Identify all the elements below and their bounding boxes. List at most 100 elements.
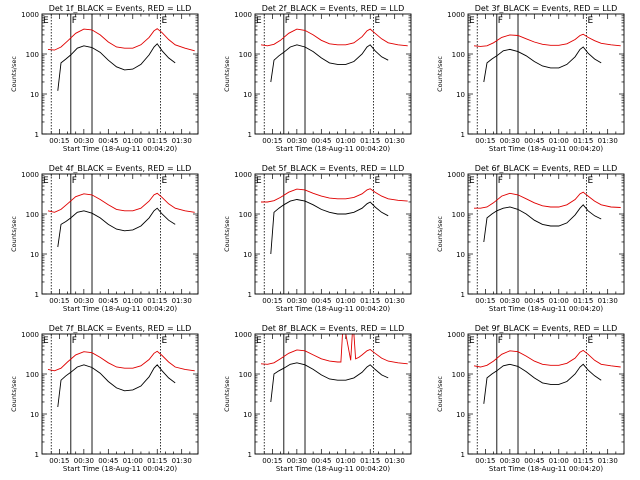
x-tick-label: 00:15 [262, 457, 282, 465]
x-tick-label: 00:45 [98, 457, 118, 465]
x-tick-label: 01:15 [147, 457, 167, 465]
panel-5: Det 5f_BLACK = Events, RED = LLD 1 10 100 10… [223, 164, 412, 313]
x-axis-label: Start Time (18-Aug-11 00:04:20) [276, 145, 390, 153]
y-tick-label: 1 [35, 451, 39, 459]
x-tick-label: 00:30 [74, 137, 94, 145]
y-tick-label: 1 [248, 291, 252, 299]
panel-title: Det 5f_BLACK = Events, RED = LLD [262, 164, 405, 173]
panel-title: Det 1f_BLACK = Events, RED = LLD [49, 4, 192, 13]
series-events [57, 364, 176, 408]
x-tick-label: 00:30 [287, 457, 307, 465]
x-axis-label: Start Time (18-Aug-11 00:04:20) [63, 145, 177, 153]
y-tick-label: 1 [461, 131, 465, 139]
y-tick-label: 1 [35, 131, 39, 139]
marker-label-e: E [256, 176, 262, 186]
panel-7: Det 7f_BLACK = Events, RED = LLD 1 10 100 10… [10, 324, 199, 473]
series-events [483, 46, 602, 83]
series-events [270, 362, 389, 403]
y-axis-label: Counts/sec [10, 56, 18, 92]
y-tick-label: 1 [248, 451, 252, 459]
series-lld [473, 349, 621, 368]
panel-title: Det 2f_BLACK = Events, RED = LLD [262, 4, 405, 13]
x-tick-label: 00:45 [524, 457, 544, 465]
series-lld [261, 188, 408, 203]
x-tick-label: 01:30 [172, 297, 192, 305]
marker-label-e: E [43, 336, 49, 346]
x-tick-label: 01:15 [573, 137, 593, 145]
marker-label-e: E [43, 176, 49, 186]
marker-label-e: E [469, 176, 475, 186]
y-tick-label: 100 [26, 211, 39, 219]
series-lld [474, 191, 621, 209]
x-tick-label: 01:00 [336, 457, 356, 465]
x-tick-label: 01:15 [147, 297, 167, 305]
x-tick-label: 01:15 [360, 297, 380, 305]
panel-title: Det 4f_BLACK = Events, RED = LLD [49, 164, 192, 173]
y-tick-label: 1000 [21, 171, 39, 179]
y-tick-label: 1000 [234, 331, 252, 339]
x-tick-label: 00:30 [287, 137, 307, 145]
y-tick-label: 10 [456, 411, 465, 419]
y-tick-label: 10 [456, 91, 465, 99]
y-tick-label: 100 [239, 371, 252, 379]
y-tick-label: 100 [452, 211, 465, 219]
series-lld [47, 28, 195, 52]
y-axis-label: Counts/sec [10, 216, 18, 252]
panel-title: Det 8f_BLACK = Events, RED = LLD [262, 324, 405, 333]
y-tick-label: 1000 [447, 331, 465, 339]
y-tick-label: 1000 [234, 11, 252, 19]
x-axis-label: Start Time (18-Aug-11 00:04:20) [489, 145, 603, 153]
plot-frame [254, 173, 412, 295]
x-tick-label: 01:30 [385, 457, 405, 465]
x-tick-label: 00:45 [524, 297, 544, 305]
x-tick-label: 00:30 [500, 137, 520, 145]
y-tick-label: 100 [26, 371, 39, 379]
marker-label-e: E [587, 176, 593, 186]
x-axis-label: Start Time (18-Aug-11 00:04:20) [489, 305, 603, 313]
y-tick-label: 1 [248, 131, 252, 139]
marker-label-f: F [72, 16, 77, 26]
y-tick-label: 1 [461, 451, 465, 459]
panel-3: Det 3f_BLACK = Events, RED = LLD 1 10 100 10… [436, 4, 625, 153]
y-tick-label: 10 [243, 91, 252, 99]
x-axis-label: Start Time (18-Aug-11 00:04:20) [276, 305, 390, 313]
plot-frame [467, 173, 625, 295]
x-tick-label: 01:00 [549, 297, 569, 305]
marker-label-f: F [285, 336, 290, 346]
y-tick-label: 10 [243, 251, 252, 259]
x-tick-label: 00:45 [311, 457, 331, 465]
y-tick-label: 10 [456, 251, 465, 259]
y-tick-label: 10 [30, 411, 39, 419]
panel-title: Det 7f_BLACK = Events, RED = LLD [49, 324, 192, 333]
x-axis-label: Start Time (18-Aug-11 00:04:20) [276, 465, 390, 473]
series-lld [260, 334, 408, 365]
panel-8: Det 8f_BLACK = Events, RED = LLD 1 10 100 10… [223, 324, 412, 473]
marker-label-e: E [256, 16, 262, 26]
plot-frame [254, 13, 412, 135]
plot-frame [41, 333, 199, 455]
marker-label-f: F [498, 176, 503, 186]
panel-4: Det 4f_BLACK = Events, RED = LLD 1 10 100 10… [10, 164, 199, 313]
x-tick-label: 01:00 [123, 137, 143, 145]
y-tick-label: 100 [452, 371, 465, 379]
marker-label-e: E [374, 16, 380, 26]
marker-label-e: E [161, 16, 167, 26]
x-tick-label: 00:30 [500, 457, 520, 465]
x-tick-label: 00:15 [49, 457, 69, 465]
x-axis-label: Start Time (18-Aug-11 00:04:20) [63, 465, 177, 473]
x-tick-label: 01:00 [549, 457, 569, 465]
x-tick-label: 01:30 [385, 137, 405, 145]
x-tick-label: 01:00 [336, 297, 356, 305]
y-tick-label: 100 [26, 51, 39, 59]
y-tick-label: 1000 [234, 171, 252, 179]
marker-label-f: F [285, 16, 290, 26]
panel-6: Det 6f_BLACK = Events, RED = LLD 1 10 100 10… [436, 164, 625, 313]
x-tick-label: 00:30 [74, 457, 94, 465]
x-tick-label: 00:15 [49, 137, 69, 145]
panel-1: Det 1f_BLACK = Events, RED = LLD 1 10 100 10… [10, 4, 199, 153]
panel-title: Det 6f_BLACK = Events, RED = LLD [475, 164, 618, 173]
marker-label-e: E [587, 16, 593, 26]
x-tick-label: 01:30 [385, 297, 405, 305]
plot-frame [41, 13, 199, 135]
